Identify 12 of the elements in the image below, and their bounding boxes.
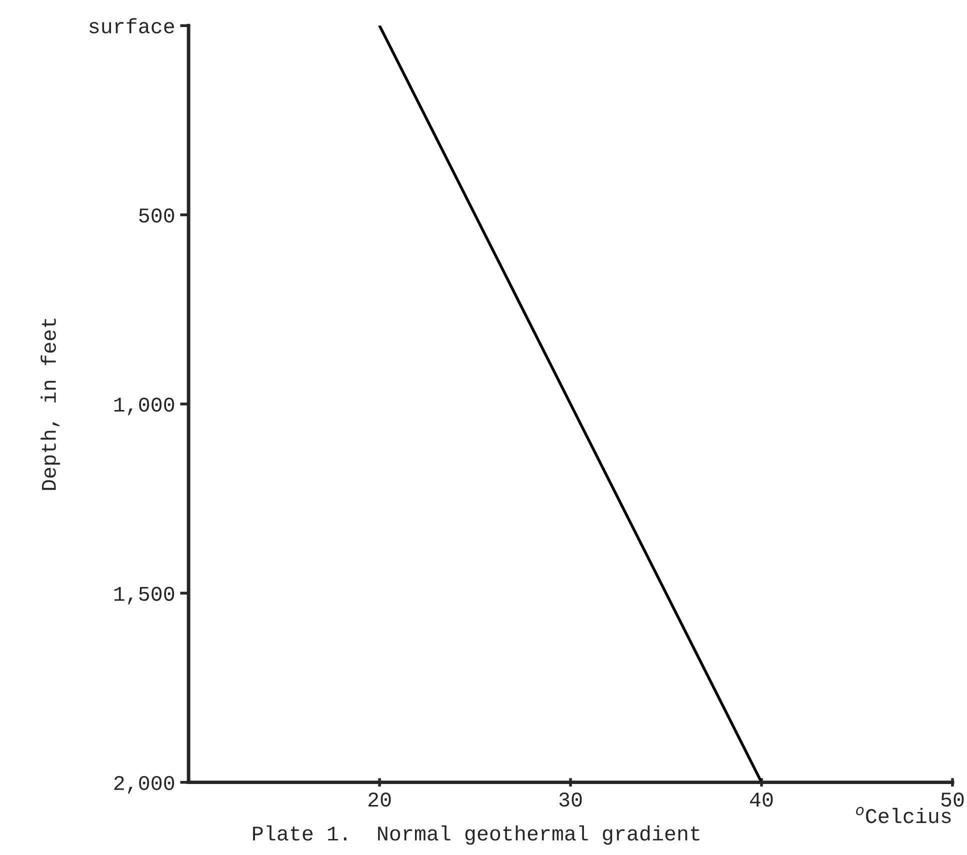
y-axis-title: Depth, in feet (40, 318, 60, 490)
text: Plate 1. Normal geothermal gradient (253, 825, 700, 845)
y-tick-label: surface (90, 18, 174, 34)
x-tick-label: 50 (941, 792, 964, 807)
y-tick-label: 500 (139, 208, 174, 223)
y-tick-label: 1,000 (114, 398, 174, 416)
x-axis-title: $^{o}$Celcius (856, 806, 951, 824)
y-tick-label: 2,000 (114, 776, 174, 794)
x-tick-label: 20 (368, 792, 391, 807)
x-tick-label: 40 (750, 792, 773, 807)
x-tick-label: 30 (559, 792, 582, 807)
y-tick-label: 1,500 (114, 586, 174, 604)
